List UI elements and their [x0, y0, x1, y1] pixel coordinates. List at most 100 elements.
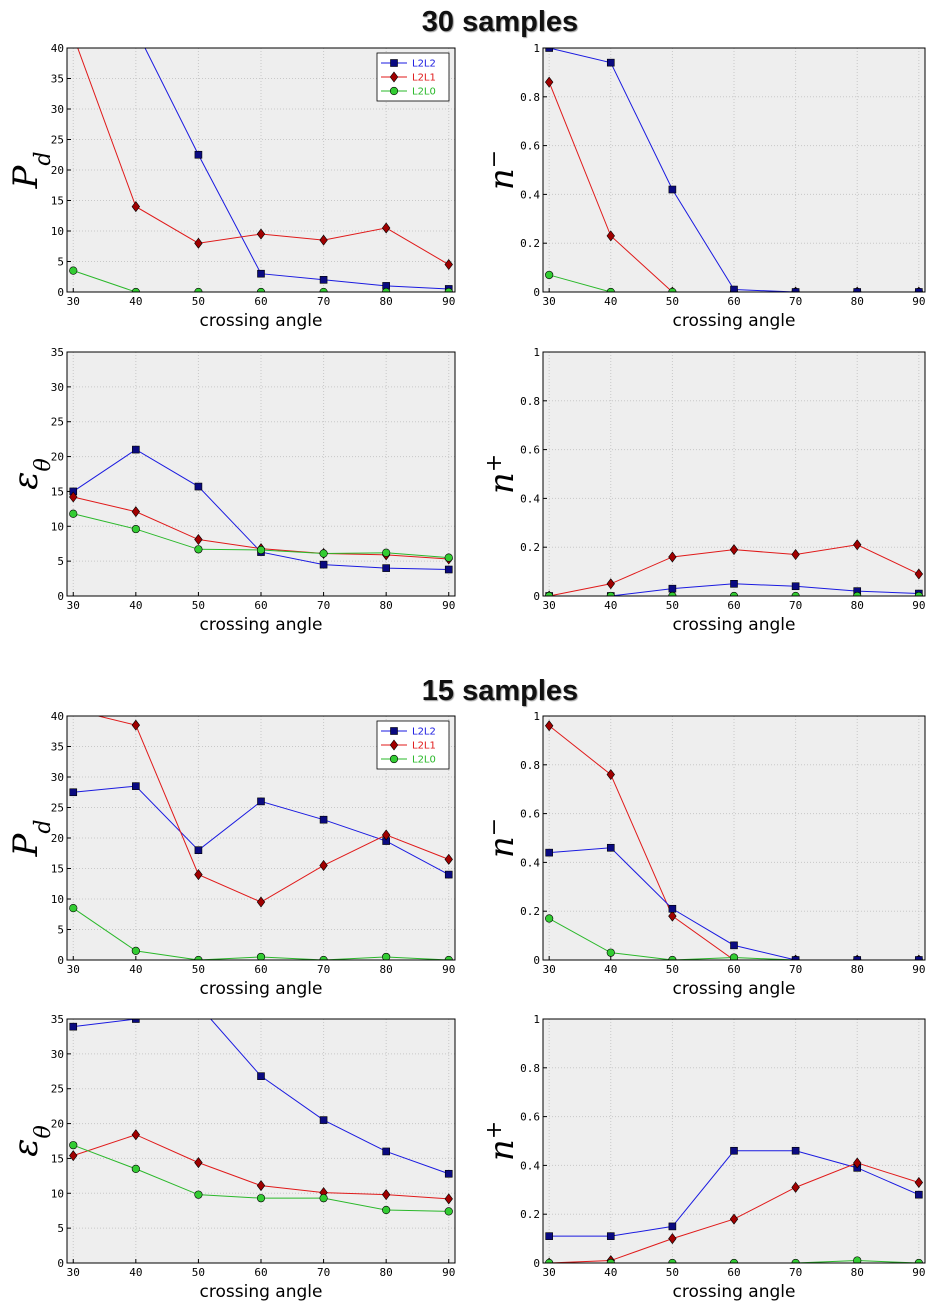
marker — [194, 1190, 203, 1199]
marker — [382, 548, 391, 557]
x-tick-label: 60 — [254, 295, 267, 308]
y-tick-label: 5 — [57, 924, 64, 937]
y-tick-label: 0.2 — [520, 541, 540, 554]
marker — [444, 553, 453, 562]
subplot: 0 5 10 15 20 25 30 35 30 40 50 60 70 80 90 crossing ang… — [6, 1013, 456, 1302]
marker — [381, 1189, 391, 1201]
marker — [791, 549, 800, 561]
legend-label: L2L0 — [412, 87, 436, 98]
marker — [257, 797, 265, 806]
y-axis-label: εθ — [6, 458, 56, 490]
y-tick-label: 0 — [533, 286, 540, 299]
plot-frame — [66, 351, 456, 597]
legend-label: L2L2 — [412, 727, 436, 738]
x-tick-label: 90 — [442, 599, 455, 612]
y-tick-label: 5 — [57, 256, 64, 269]
x-tick-label: 90 — [442, 295, 455, 308]
y-tick-label: 15 — [51, 1152, 64, 1165]
marker — [668, 551, 677, 563]
y-tick-label: 0.2 — [520, 237, 540, 250]
marker — [256, 228, 266, 240]
legend-marker — [389, 86, 399, 96]
marker — [131, 719, 141, 731]
marker — [791, 582, 800, 591]
y-axis-label-main: P — [6, 164, 46, 189]
y-tick-label: 35 — [51, 1013, 64, 1026]
y-tick-label: 1 — [533, 42, 540, 55]
x-tick-label: 70 — [789, 599, 802, 612]
marker — [382, 564, 390, 572]
legend-label: L2L1 — [412, 73, 436, 84]
y-tick-label: 0.8 — [520, 1062, 540, 1075]
marker — [853, 1157, 862, 1169]
plot-frame — [66, 1018, 456, 1264]
marker — [382, 287, 391, 292]
marker — [668, 910, 677, 922]
plot-frame — [542, 351, 926, 597]
y-tick-label: 1 — [533, 346, 540, 359]
x-tick-label: 90 — [912, 295, 925, 308]
plot-background — [543, 48, 925, 292]
y-axis-label-sub: θ — [31, 458, 56, 471]
data-layer — [69, 1019, 453, 1216]
y-axis-label: Pd — [6, 820, 56, 858]
x-tick-label: 40 — [129, 599, 142, 612]
x-tick-label: 40 — [604, 963, 617, 976]
x-tick-label: 80 — [851, 1266, 864, 1279]
y-axis-label-sup: − — [482, 818, 507, 836]
y-axis-label: Pd — [6, 152, 56, 190]
marker — [606, 578, 615, 590]
x-tick-label: 50 — [192, 295, 205, 308]
marker — [853, 591, 862, 596]
marker — [668, 1222, 677, 1231]
marker — [194, 1157, 203, 1169]
y-tick-label: 35 — [51, 741, 64, 754]
y-tick-label: 25 — [51, 134, 64, 147]
y-tick-label: 10 — [51, 225, 64, 238]
marker — [914, 1176, 924, 1188]
y-tick-label: 0 — [533, 1257, 540, 1270]
x-tick-label: 40 — [604, 295, 617, 308]
y-tick-label: 20 — [51, 451, 64, 464]
marker — [545, 914, 554, 923]
marker — [668, 591, 677, 596]
x-tick-label: 40 — [604, 1266, 617, 1279]
marker — [606, 58, 615, 67]
marker — [382, 952, 391, 960]
y-tick-label: 35 — [51, 346, 64, 359]
x-tick-label: 30 — [67, 1266, 80, 1279]
marker — [606, 769, 615, 781]
y-axis-label: n− — [482, 150, 523, 190]
marker — [668, 584, 677, 593]
marker — [915, 1190, 923, 1199]
plot-frame — [66, 47, 456, 293]
legend-label: L2L2 — [412, 59, 436, 70]
x-tick-label: 60 — [727, 295, 740, 308]
subplot: 0 0.2 0.4 0.6 0.8 1 30 40 50 60 70 80 90 crossing ang… — [482, 42, 926, 331]
x-tick-label: 90 — [442, 1266, 455, 1279]
legend: L2L2 L2L1 L2L0 — [376, 52, 450, 102]
x-tick-label: 50 — [666, 963, 679, 976]
marker — [545, 270, 554, 280]
x-axis-label: crossing angle — [200, 1282, 323, 1302]
x-tick-label: 90 — [442, 963, 455, 976]
subplot: 0 5 10 15 20 25 30 35 40 30 40 50 60 70 80 90 crossing a… — [6, 42, 456, 331]
marker — [444, 853, 453, 865]
marker — [444, 565, 453, 574]
y-tick-label: 25 — [51, 802, 64, 815]
x-tick-label: 50 — [666, 599, 679, 612]
marker — [194, 846, 203, 855]
marker — [257, 1072, 265, 1080]
subplot: 0 0.2 0.4 0.6 0.8 1 30 40 50 60 70 80 90 crossing ang… — [482, 710, 926, 999]
y-axis-label-sub: θ — [31, 1125, 56, 1138]
data-layer — [69, 445, 453, 574]
x-tick-label: 50 — [192, 1266, 205, 1279]
marker — [545, 848, 553, 857]
x-tick-label: 60 — [727, 1266, 740, 1279]
y-axis-label: n+ — [482, 1121, 523, 1161]
marker — [257, 269, 265, 278]
marker — [132, 445, 140, 454]
y-tick-label: 0.4 — [520, 492, 540, 505]
y-tick-label: 0.4 — [520, 1159, 540, 1172]
x-tick-label: 30 — [543, 963, 556, 976]
